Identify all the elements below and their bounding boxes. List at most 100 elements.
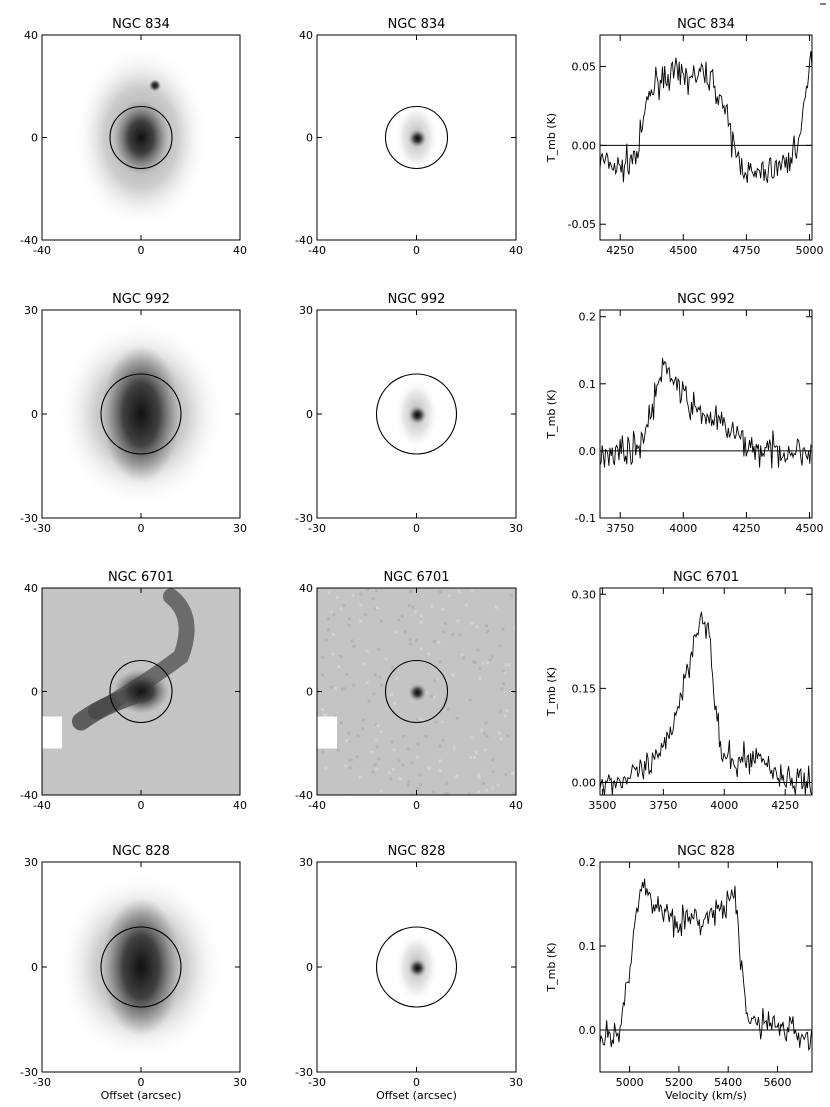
- image-noise: [365, 649, 369, 653]
- image-noise: [400, 614, 404, 618]
- image-noise: [452, 745, 456, 749]
- panel-title: NGC 834: [388, 17, 446, 32]
- image-noise: [403, 630, 407, 634]
- x-tick-label: 5000: [616, 1076, 644, 1089]
- image-noise: [327, 628, 331, 632]
- x-tick-label: 5600: [763, 1076, 791, 1089]
- image-noise: [442, 630, 446, 634]
- image-noise: [438, 769, 442, 773]
- image-noise: [359, 619, 363, 623]
- image-noise: [333, 714, 337, 718]
- image-noise: [419, 614, 423, 618]
- image-noise: [343, 687, 347, 691]
- plot-frame: [599, 587, 813, 796]
- image-noise: [433, 639, 437, 643]
- image-noise: [333, 686, 337, 690]
- ngc-828-left-image-panel: -30 0 30 30 0 -30 NGC 828 Offset (arcsec): [20, 844, 247, 1102]
- image-noise: [419, 647, 423, 651]
- image-noise: [371, 770, 375, 774]
- image-noise: [476, 648, 480, 652]
- x-tick-label: -40: [308, 799, 326, 812]
- image-noise: [496, 783, 500, 787]
- image-noise: [411, 605, 415, 609]
- panel-title: NGC 834: [112, 17, 170, 32]
- y-tick-label: 30: [299, 856, 313, 869]
- image-noise: [415, 718, 419, 722]
- image-noise: [505, 709, 509, 713]
- image-noise: [490, 655, 494, 659]
- image-noise: [421, 719, 425, 723]
- image-noise: [327, 591, 331, 595]
- image-noise: [374, 588, 378, 592]
- image-noise: [416, 787, 420, 791]
- image-noise: [477, 790, 481, 794]
- image-noise: [432, 790, 436, 794]
- y-tick-label: -40: [295, 789, 313, 802]
- image-noise: [443, 622, 447, 626]
- image-noise: [473, 660, 477, 664]
- image-noise: [497, 731, 501, 735]
- image-noise: [413, 610, 417, 614]
- image-noise: [432, 695, 436, 699]
- image-noise: [512, 791, 516, 795]
- image-noise: [347, 740, 351, 744]
- image-noise: [437, 640, 441, 644]
- x-tick-label: 5400: [714, 1076, 742, 1089]
- ngc-828-middle-image-panel: -30 0 30 30 0 -30 NGC 828 Offset (arcsec): [295, 844, 523, 1102]
- y-tick-label: -30: [20, 1066, 38, 1079]
- y-tick-label: 0: [31, 961, 38, 974]
- image-noise: [485, 788, 489, 792]
- x-tick-label: 3750: [649, 799, 677, 812]
- image-noise: [352, 645, 356, 649]
- image-noise: [474, 751, 478, 755]
- y-tick-label: 0: [31, 132, 38, 145]
- image-noise: [375, 738, 379, 742]
- image-noise: [469, 736, 473, 740]
- image-noise: [373, 673, 377, 677]
- image-noise: [351, 594, 355, 598]
- ngc-6701-left-image-panel: -40 0 40 40 0 -40 NGC 6701: [20, 570, 247, 812]
- image-noise: [347, 731, 351, 735]
- x-tick-label: -40: [308, 244, 326, 257]
- y-tick-label: 0: [306, 132, 313, 145]
- y-tick-label: -30: [295, 1066, 313, 1079]
- image-noise: [373, 607, 377, 611]
- y-axis-label: T_mb (K): [545, 667, 558, 717]
- image-noise: [491, 758, 495, 762]
- image-noise: [494, 605, 498, 609]
- image-noise: [391, 768, 395, 772]
- ngc-834-spectrum-panel: 0.05 0.00 -0.05 4250 4500 4750 5000 NGC 834 T_mb…: [545, 17, 823, 257]
- y-tick-label: 40: [299, 582, 313, 595]
- image-noise: [376, 647, 380, 651]
- image-noise: [375, 767, 379, 771]
- image-noise: [418, 717, 422, 721]
- image-noise: [324, 713, 328, 717]
- image-noise: [344, 764, 348, 768]
- image-noise: [475, 625, 479, 629]
- image-noise: [355, 754, 359, 758]
- y-tick-label: 40: [299, 29, 313, 42]
- y-tick-label: 0.0: [579, 445, 597, 458]
- image-noise: [371, 597, 375, 601]
- image-noise: [418, 773, 422, 777]
- image-noise: [443, 792, 447, 795]
- image-noise: [468, 698, 472, 702]
- beam-aperture-circle: [384, 105, 449, 170]
- image-noise: [408, 642, 412, 646]
- image-noise: [394, 630, 398, 634]
- x-tick-label: 30: [509, 1076, 523, 1089]
- galaxy-image: [73, 45, 209, 230]
- image-noise: [513, 626, 516, 630]
- image-noise: [408, 638, 412, 642]
- image-noise: [470, 621, 474, 625]
- y-tick-label: -30: [295, 512, 313, 525]
- y-tick-label: 0.1: [579, 378, 597, 391]
- x-tick-label: 3750: [606, 522, 634, 535]
- ngc-834-left-image-panel: -40 0 40 40 0 -40 NGC 834: [20, 17, 247, 257]
- image-noise: [398, 777, 402, 781]
- image-noise: [482, 781, 486, 785]
- image-noise: [345, 672, 349, 676]
- image-noise: [430, 694, 434, 698]
- y-tick-label: 0: [31, 686, 38, 699]
